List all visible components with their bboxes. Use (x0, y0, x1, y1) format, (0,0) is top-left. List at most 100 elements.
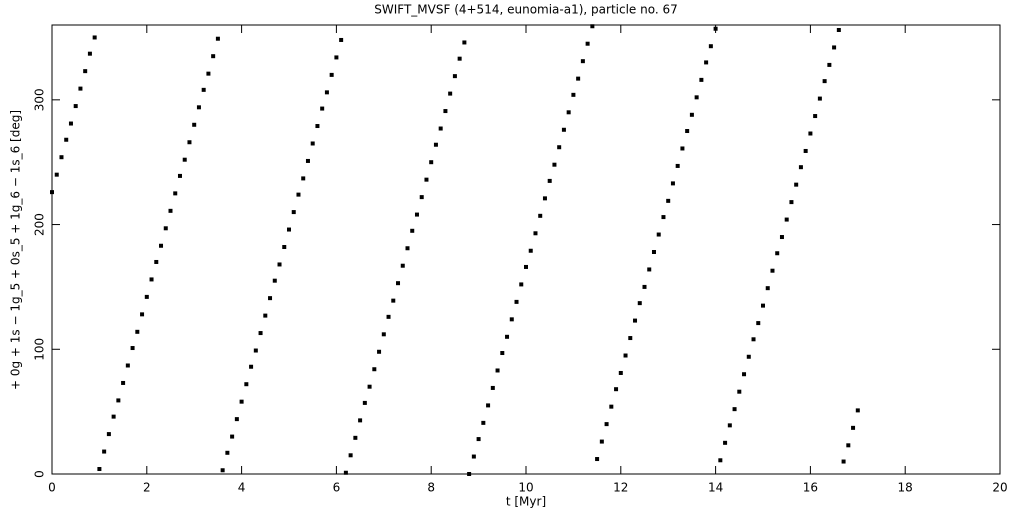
x-tick-label: 18 (898, 481, 913, 495)
point (391, 298, 396, 303)
point (68, 121, 73, 126)
x-tick-label: 10 (518, 481, 533, 495)
point (263, 313, 268, 318)
point (187, 140, 192, 145)
point (628, 336, 633, 341)
y-tick-label: 100 (33, 338, 47, 361)
point (817, 96, 822, 101)
point (775, 251, 780, 256)
point (343, 470, 348, 475)
point (433, 142, 438, 147)
point (666, 198, 671, 203)
point (424, 177, 429, 182)
point (372, 367, 377, 372)
point (737, 389, 742, 394)
point (50, 190, 54, 195)
point (770, 268, 775, 273)
x-tick-label: 6 (333, 481, 341, 495)
point (305, 158, 310, 163)
point (291, 210, 296, 215)
point (727, 423, 732, 428)
point (500, 351, 505, 356)
point (742, 372, 747, 377)
point (680, 146, 685, 151)
point (486, 403, 491, 408)
point (542, 196, 547, 201)
point (334, 55, 339, 60)
point (315, 124, 320, 129)
point (784, 217, 789, 222)
point (723, 440, 728, 445)
chart-title: SWIFT_MVSF (4+514, eunomia-a1), particle… (374, 3, 678, 17)
point (268, 296, 273, 301)
point (851, 425, 856, 430)
point (348, 453, 353, 458)
point (841, 459, 846, 464)
point (258, 331, 263, 336)
point (699, 77, 704, 82)
point (244, 382, 249, 387)
point (675, 163, 680, 168)
point (272, 278, 277, 283)
point (561, 127, 566, 132)
point (476, 437, 481, 442)
point (661, 215, 666, 220)
point (324, 90, 329, 95)
point (438, 126, 443, 131)
point (414, 212, 419, 217)
point (64, 137, 69, 142)
point (215, 36, 220, 41)
point (495, 368, 500, 373)
point (239, 399, 244, 404)
y-tick-label: 200 (33, 213, 47, 236)
point (467, 472, 472, 476)
point (756, 321, 761, 326)
point (832, 45, 837, 50)
point (732, 407, 737, 412)
point (452, 74, 457, 79)
point (633, 318, 638, 323)
point (509, 317, 514, 322)
point (761, 303, 765, 308)
point (102, 449, 107, 454)
point (514, 299, 519, 304)
point (73, 104, 78, 109)
point (571, 92, 576, 97)
point (125, 363, 130, 368)
point (524, 264, 528, 269)
point (329, 72, 334, 77)
point (656, 232, 661, 237)
point (670, 181, 675, 186)
point (429, 160, 434, 165)
x-tick-label: 0 (48, 481, 56, 495)
point (234, 417, 239, 422)
point (177, 173, 182, 178)
point (163, 226, 168, 231)
point (97, 467, 102, 472)
x-tick-label: 16 (803, 481, 818, 495)
point (609, 404, 614, 409)
point (490, 385, 495, 390)
point (580, 59, 585, 64)
point (595, 457, 600, 462)
point (206, 71, 211, 76)
point (168, 208, 173, 213)
point (230, 434, 235, 439)
point (557, 145, 562, 150)
point (794, 182, 799, 187)
point (533, 231, 538, 236)
point (106, 432, 111, 437)
point (121, 380, 126, 385)
point (277, 262, 282, 267)
point (443, 109, 448, 114)
point (827, 62, 832, 67)
point (301, 176, 306, 181)
x-tick-label: 8 (427, 481, 435, 495)
point (362, 400, 367, 405)
point (623, 353, 628, 358)
point (220, 468, 225, 473)
point (614, 387, 619, 392)
point (225, 450, 230, 455)
